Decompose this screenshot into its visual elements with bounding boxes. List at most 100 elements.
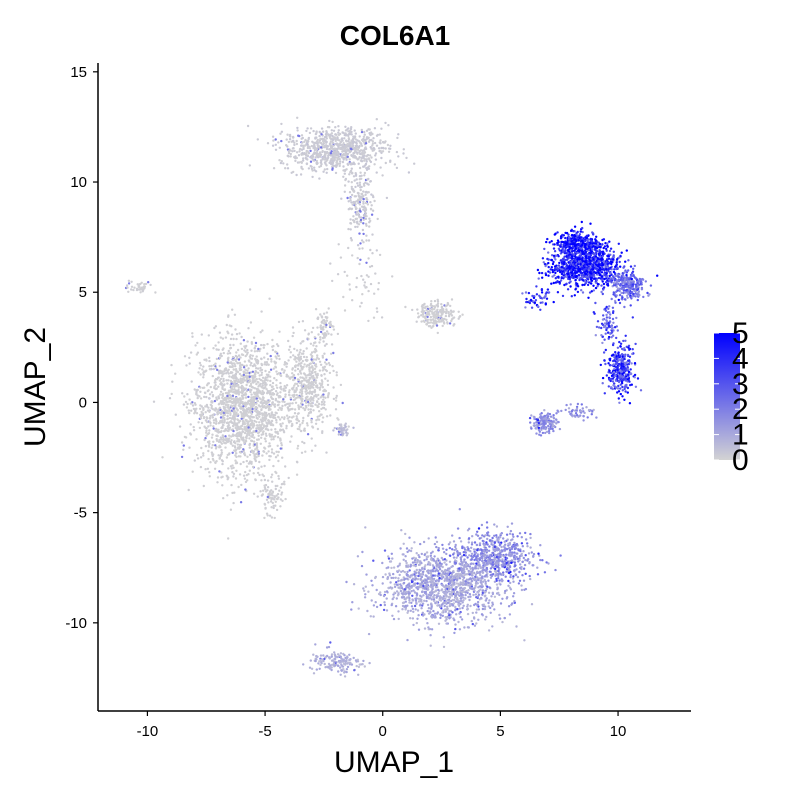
cell-point <box>422 319 425 323</box>
cell-point <box>442 308 445 311</box>
cell-point <box>201 414 204 417</box>
cell-point <box>280 130 284 133</box>
cell-point <box>327 134 330 137</box>
cell-point <box>554 568 557 572</box>
cell-point <box>315 148 319 151</box>
cell-point <box>181 392 184 395</box>
cell-point <box>330 352 333 355</box>
cell-point <box>411 599 415 602</box>
cell-point <box>232 429 235 433</box>
cell-point <box>372 195 375 199</box>
cell-point <box>463 586 467 590</box>
cell-point <box>296 126 299 130</box>
cell-point <box>407 171 411 174</box>
cell-point <box>436 574 440 578</box>
cell-point <box>228 375 231 378</box>
cell-point <box>343 172 346 175</box>
cell-point <box>301 320 305 323</box>
cell-point <box>320 379 324 382</box>
cell-point <box>292 147 295 150</box>
cell-point <box>318 386 322 389</box>
cell-point <box>512 595 515 598</box>
cell-point <box>507 584 510 587</box>
cell-point <box>304 156 307 160</box>
cell-point <box>523 588 526 591</box>
cell-point <box>359 188 362 192</box>
cell-point <box>279 424 283 427</box>
cell-point <box>475 622 478 625</box>
cell-point <box>457 573 460 576</box>
cell-point <box>429 634 432 637</box>
cell-point <box>260 423 263 427</box>
cell-point <box>270 411 274 414</box>
cell-point <box>367 590 370 593</box>
cell-point <box>443 585 446 589</box>
cell-point <box>416 582 419 585</box>
cell-point <box>322 395 325 399</box>
cell-point <box>310 421 313 424</box>
cell-point <box>475 543 479 547</box>
cell-point <box>233 491 236 494</box>
cell-point <box>448 609 451 613</box>
cell-point <box>387 586 390 590</box>
cell-point <box>399 583 402 586</box>
cell-point <box>396 565 400 568</box>
cell-point <box>259 397 262 401</box>
cell-point <box>186 393 189 396</box>
cell-point <box>249 390 252 394</box>
cell-point <box>448 593 452 596</box>
cell-point <box>501 558 504 561</box>
cell-point <box>458 315 462 318</box>
cell-point <box>301 419 305 422</box>
cell-point <box>319 338 322 341</box>
cell-point <box>435 315 439 318</box>
cell-point <box>265 425 268 428</box>
cell-point <box>373 127 377 130</box>
cell-point <box>188 356 191 359</box>
cell-point <box>199 364 202 367</box>
cell-point <box>180 441 184 444</box>
cell-point <box>453 618 456 622</box>
cell-point <box>436 582 439 585</box>
cell-point <box>417 574 420 578</box>
cell-point <box>268 414 272 417</box>
cell-point <box>352 154 355 157</box>
cell-point <box>205 429 208 432</box>
cell-point <box>287 339 290 343</box>
cell-point <box>459 574 462 577</box>
cell-point <box>409 565 412 568</box>
cell-point <box>243 371 246 375</box>
cell-point <box>481 593 484 596</box>
cell-point <box>452 582 455 585</box>
cell-point <box>430 607 433 610</box>
cell-point <box>265 363 268 366</box>
cell-point <box>396 594 400 597</box>
cell-point <box>455 585 458 589</box>
cell-point <box>328 142 332 145</box>
cell-point <box>430 585 433 589</box>
cell-point <box>466 591 469 594</box>
cell-point <box>242 339 246 342</box>
cell-point <box>258 349 261 353</box>
cell-point <box>360 160 364 163</box>
cell-point <box>327 361 331 365</box>
cell-point <box>199 390 202 393</box>
cell-point <box>219 390 223 393</box>
cell-point <box>226 352 230 355</box>
cell-point <box>357 157 360 160</box>
cell-point <box>216 413 219 416</box>
cell-point <box>415 568 418 572</box>
cell-point <box>240 483 243 487</box>
cell-point <box>509 588 513 591</box>
cell-point <box>199 413 202 417</box>
cell-point <box>479 588 482 591</box>
cell-point <box>320 316 324 319</box>
cell-point <box>441 573 444 576</box>
cell-point <box>311 140 314 143</box>
cell-point <box>304 404 308 408</box>
cell-point <box>209 414 212 418</box>
cell-point <box>322 336 325 340</box>
cell-point <box>299 355 303 358</box>
cell-point <box>257 381 260 384</box>
cell-point <box>364 526 367 529</box>
